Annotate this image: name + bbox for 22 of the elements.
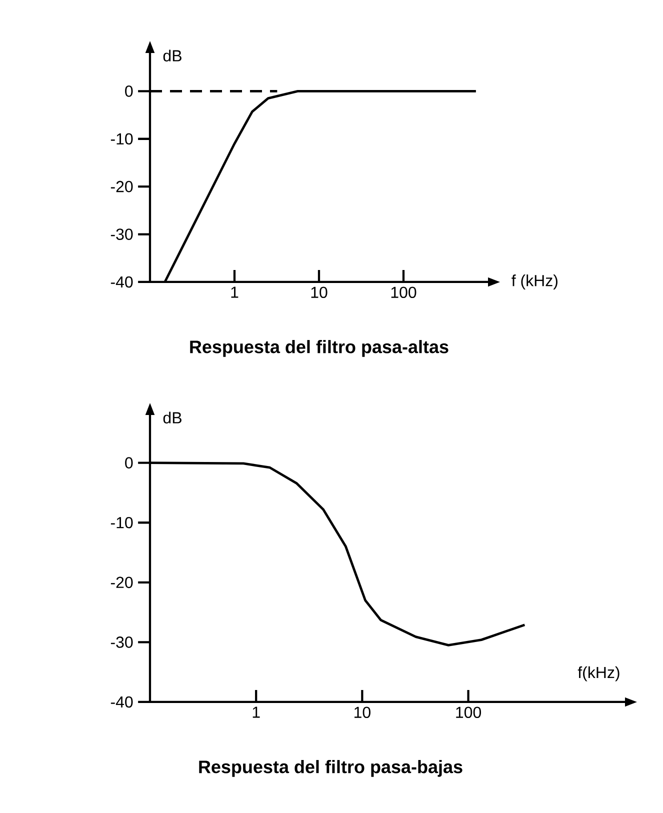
x-axis-title: f (kHz) <box>512 274 558 290</box>
x-tick-label: 10 <box>354 706 370 718</box>
y-tick-label: -20 <box>110 576 133 588</box>
y-tick-label: -30 <box>110 228 133 240</box>
x-tick-label: 100 <box>456 706 482 718</box>
x-tick-label: 10 <box>311 286 328 298</box>
text: Respuesta del filtro pasa-altas <box>190 340 448 357</box>
y-axis-title: dB <box>163 50 182 62</box>
y-tick-label: 0 <box>125 457 133 468</box>
y-tick-label: 0 <box>125 86 133 97</box>
x-tick-label: 1 <box>252 706 260 718</box>
y-tick-label: -40 <box>110 696 133 708</box>
y-tick-label: -30 <box>110 636 133 648</box>
y-tick-label: -10 <box>110 133 133 145</box>
y-axis-title: dB <box>163 412 182 424</box>
x-axis-title: f(kHz) <box>578 666 620 682</box>
y-tick-label: -20 <box>110 180 133 192</box>
y-tick-label: -10 <box>110 516 133 528</box>
y-tick-label: -40 <box>110 276 133 288</box>
x-tick-label: 100 <box>391 286 416 298</box>
text: Respuesta del filtro pasa-bajas <box>199 760 462 777</box>
x-tick-label: 1 <box>231 286 238 298</box>
